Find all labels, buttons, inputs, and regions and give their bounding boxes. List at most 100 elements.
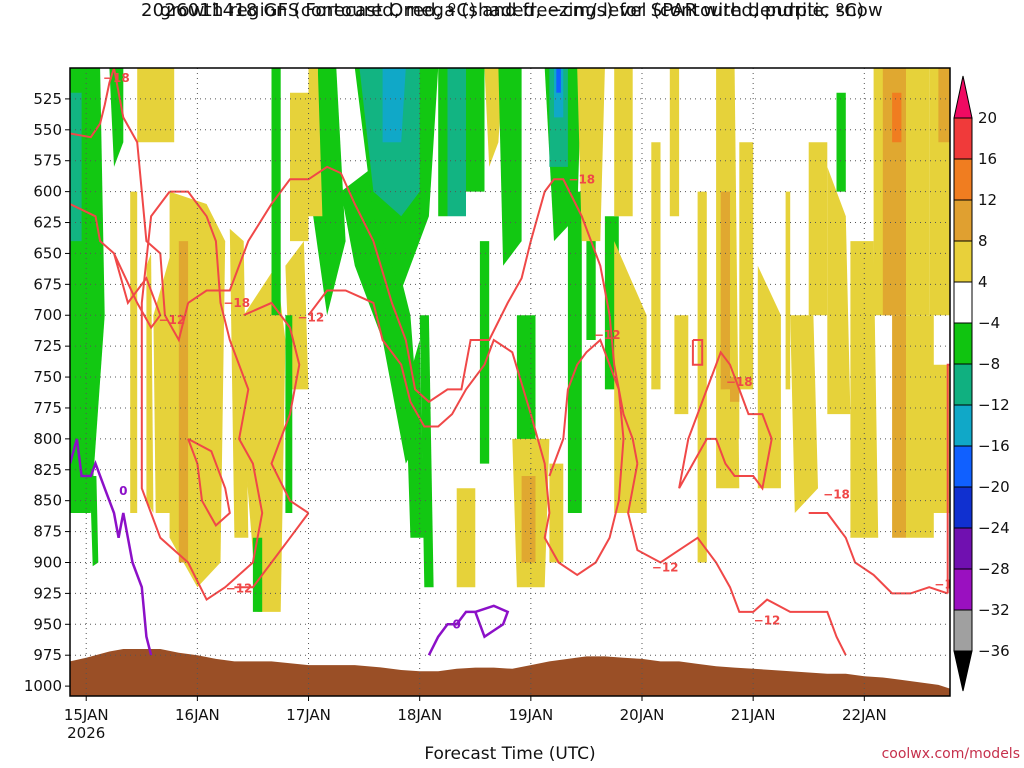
colorbar-swatch-8 xyxy=(953,404,973,447)
omega-region-27 xyxy=(438,68,448,217)
y-tick-label-750: 750 xyxy=(33,368,62,386)
contour-label-4: −12 xyxy=(226,581,253,595)
omega-region-59 xyxy=(850,241,879,538)
y-tick-label-625: 625 xyxy=(33,214,62,232)
y-tick-label-875: 875 xyxy=(33,523,62,541)
omega-region-48 xyxy=(669,68,680,217)
contour-label-0: −18 xyxy=(103,71,130,85)
dgz-contour-6 xyxy=(140,190,264,602)
colorbar-label-5: −4 xyxy=(978,314,1000,332)
x-tick-label-20JAN: 20JAN xyxy=(620,706,665,724)
y-tick-label-975: 975 xyxy=(33,646,62,664)
omega-region-54 xyxy=(757,265,781,489)
omega-region-2 xyxy=(89,476,99,567)
colorbar-bottom-arrow xyxy=(953,650,973,692)
omega-region-57 xyxy=(808,142,828,316)
x-tick-label-18JAN: 18JAN xyxy=(397,706,442,724)
dgz-contour-11 xyxy=(678,350,773,491)
omega-region-63 xyxy=(892,92,902,143)
colorbar-swatch-5 xyxy=(953,281,973,324)
colorbar-swatch-2 xyxy=(953,158,973,201)
contour-label-1: −12 xyxy=(159,313,186,327)
chart-title-line-1: 2026011418 GFS Forecast Omega (shaded, −… xyxy=(141,0,883,21)
omega-region-37 xyxy=(567,191,582,513)
omega-region-55 xyxy=(785,191,791,390)
omega-region-19 xyxy=(308,68,323,217)
colorbar-label-8: −16 xyxy=(978,437,1010,455)
contour-label-6: −12 xyxy=(594,328,621,342)
omega-region-24 xyxy=(447,68,466,217)
omega-region-17 xyxy=(271,68,281,316)
freezing-contour-1 xyxy=(427,604,510,656)
colorbar-label-7: −12 xyxy=(978,396,1010,414)
contour-label-5: −18 xyxy=(568,172,595,186)
colorbar-label-2: 12 xyxy=(978,191,997,209)
omega-region-3 xyxy=(70,92,82,242)
omega-region-36 xyxy=(556,68,561,93)
credit-text: coolwx.com/models xyxy=(881,746,1020,762)
omega-region-67 xyxy=(929,364,950,513)
dgz-contour-8 xyxy=(234,512,310,589)
colorbar-swatch-11 xyxy=(953,527,973,570)
colorbar-label-0: 20 xyxy=(978,109,997,127)
colorbar: 20 16 12 8 4 −4 −8 −12 −16 −20 −24 −28 −32 −36 xyxy=(953,75,1010,692)
x-tick-label-19JAN: 19JAN xyxy=(508,706,553,724)
omega-region-40 xyxy=(577,68,605,242)
dgz-contour-2 xyxy=(113,68,190,343)
colorbar-swatch-6 xyxy=(953,322,973,365)
omega-region-26 xyxy=(419,315,434,588)
y-tick-label-575: 575 xyxy=(33,152,62,170)
dgz-contour-12 xyxy=(691,339,704,366)
colorbar-label-9: −20 xyxy=(978,478,1010,496)
contour-label-7: −18 xyxy=(726,375,753,389)
omega-region-5 xyxy=(130,191,138,513)
colorbar-label-12: −32 xyxy=(978,601,1010,619)
omega-region-16 xyxy=(285,315,293,513)
terrain xyxy=(70,649,950,696)
omega-region-15 xyxy=(252,537,263,612)
dgz-contour-9 xyxy=(307,289,625,577)
omega-region-47 xyxy=(651,142,661,390)
dgz-contour-4 xyxy=(339,172,639,464)
contour-label-12: 0 xyxy=(119,484,127,498)
y-tick-label-700: 700 xyxy=(33,306,62,324)
y-tick-label-950: 950 xyxy=(33,615,62,633)
omega-region-53 xyxy=(739,142,754,390)
dgz-contour-7 xyxy=(243,301,310,514)
plot-frame xyxy=(69,67,951,697)
colorbar-label-11: −28 xyxy=(978,560,1010,578)
omega-region-50 xyxy=(697,191,707,563)
omega-region-49 xyxy=(674,315,689,415)
dgz-contour-3 xyxy=(187,165,342,304)
dgz-contour-0 xyxy=(70,68,115,139)
omega-region-64 xyxy=(906,315,934,538)
omega-region-43 xyxy=(521,476,536,563)
contour-label-8: −12 xyxy=(652,560,679,574)
colorbar-swatch-13 xyxy=(953,609,973,652)
omega-region-18 xyxy=(313,68,346,316)
omega-region-56 xyxy=(790,315,818,513)
y-tick-label-600: 600 xyxy=(33,183,62,201)
colorbar-label-10: −24 xyxy=(978,519,1010,537)
omega-region-9 xyxy=(178,241,189,563)
colorbar-swatch-7 xyxy=(953,363,973,406)
colorbar-swatch-4 xyxy=(953,240,973,283)
omega-region-45 xyxy=(549,463,564,563)
y-tick-label-725: 725 xyxy=(33,337,62,355)
contour-label-13: 0 xyxy=(453,617,461,631)
omega-region-11 xyxy=(243,265,286,612)
omega-region-31 xyxy=(498,68,522,266)
omega-region-23 xyxy=(382,68,406,143)
omega-region-58 xyxy=(827,166,851,415)
omega-region-6 xyxy=(146,253,154,513)
x-tick-label-15JAN: 15JAN xyxy=(64,706,109,724)
omega-region-52 xyxy=(720,191,730,390)
freezing-contour-0 xyxy=(70,438,153,656)
omega-region-13 xyxy=(137,68,175,143)
colorbar-swatch-12 xyxy=(953,568,973,611)
x-axis-label: Forecast Time (UTC) xyxy=(424,744,596,764)
omega-region-62 xyxy=(892,315,906,538)
omega-region-14 xyxy=(290,92,309,242)
omega-region-44 xyxy=(456,488,476,588)
colorbar-label-1: 16 xyxy=(978,150,997,168)
